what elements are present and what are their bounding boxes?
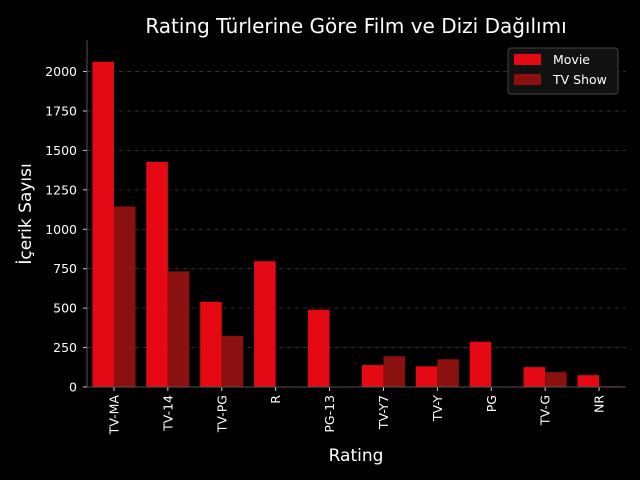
x-tick-label: NR [592,395,607,413]
y-tick-label: 1500 [45,143,77,158]
x-tick-label: TV-MA [106,395,121,436]
y-tick-label: 500 [53,301,77,316]
x-tick-label: PG-13 [322,395,337,433]
bar-tv-show-tv-14 [167,271,190,387]
legend: Movie TV Show [507,47,619,95]
bar-movie-pg-13 [307,309,330,387]
x-tick-label: TV-G [538,395,553,426]
bar-movie-nr [577,375,600,387]
bar-tv-show-tv-pg [221,336,244,387]
legend-label: Movie [553,52,590,67]
y-tick-label: 250 [53,340,77,355]
bars [92,61,621,388]
x-tick-label: PG [484,395,499,412]
chart-title: Rating Türlerine Göre Film ve Dizi Dağıl… [145,14,566,38]
bar-movie-tv-g [523,367,546,387]
bar-movie-tv-ma [92,61,114,388]
legend-swatch [514,54,541,65]
y-tick-label: 2000 [45,64,77,79]
x-tick-label: TV-Y [430,395,445,422]
bar-movie-tv-y7 [361,365,384,387]
y-tick-label: 750 [53,261,77,276]
bar-movie-tv-y [415,366,438,387]
y-axis-ticks: 0 250 500 750 1000 1250 1500 1750 2000 [45,64,87,395]
bar-movie-r [254,261,276,387]
legend-swatch [514,74,541,85]
x-axis-ticks: TV-MA TV-14 TV-PG R PG-13 TV-Y7 TV-Y PG TV-G NR [106,387,607,436]
bar-movie-tv-pg [200,301,222,387]
y-tick-label: 1250 [45,182,77,197]
bar-movie-tv-14 [146,161,168,387]
bar-tv-show-tv-g [545,372,567,387]
x-tick-label: R [268,395,283,404]
bar-tv-show-tv-y [437,359,459,387]
x-axis-label: Rating [329,446,384,466]
bar-tv-show-tv-y7 [383,356,406,387]
x-tick-label: TV-14 [160,395,175,432]
bar-movie-pg [469,341,492,387]
x-tick-label: TV-PG [214,395,229,433]
legend-label: TV Show [552,72,607,87]
y-axis-label: İçerik Sayısı [15,163,36,264]
y-tick-label: 1750 [45,103,77,118]
x-tick-label: TV-Y7 [376,395,391,430]
bar-tv-show-tv-ma [113,206,136,387]
y-tick-label: 0 [69,380,77,395]
y-tick-label: 1000 [45,222,77,237]
